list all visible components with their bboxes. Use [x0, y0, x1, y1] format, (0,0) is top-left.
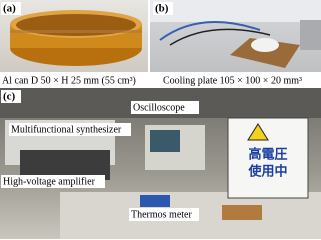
- caption: Cooling plate 105 × 100 × 20 mm³: [163, 75, 302, 86]
- sign-text: 使用中: [247, 164, 287, 180]
- annotation-bg: [1, 175, 105, 188]
- annotation-bg: [131, 101, 199, 114]
- label-bg: [1, 90, 21, 103]
- photo-a: [0, 0, 148, 72]
- panel-label: (c): [3, 91, 16, 103]
- label-bg: [1, 2, 21, 15]
- annotation-bg: [129, 208, 199, 221]
- annotation: Oscilloscope: [133, 102, 185, 113]
- panel-label: (a): [3, 3, 16, 15]
- photo-c: [0, 88, 321, 239]
- annotation-bg: [9, 123, 131, 136]
- label-bg: [153, 2, 173, 15]
- photo-b: [150, 0, 321, 72]
- annotation: Thermos meter: [131, 209, 192, 220]
- sign-text: 高電圧: [248, 147, 287, 163]
- annotation: High-voltage amplifier: [3, 176, 96, 187]
- annotation: Multifunctional synthesizer: [11, 124, 122, 135]
- caption: Al can D 50 × H 25 mm (55 cm³): [2, 75, 136, 86]
- panel-label: (b): [155, 3, 169, 15]
